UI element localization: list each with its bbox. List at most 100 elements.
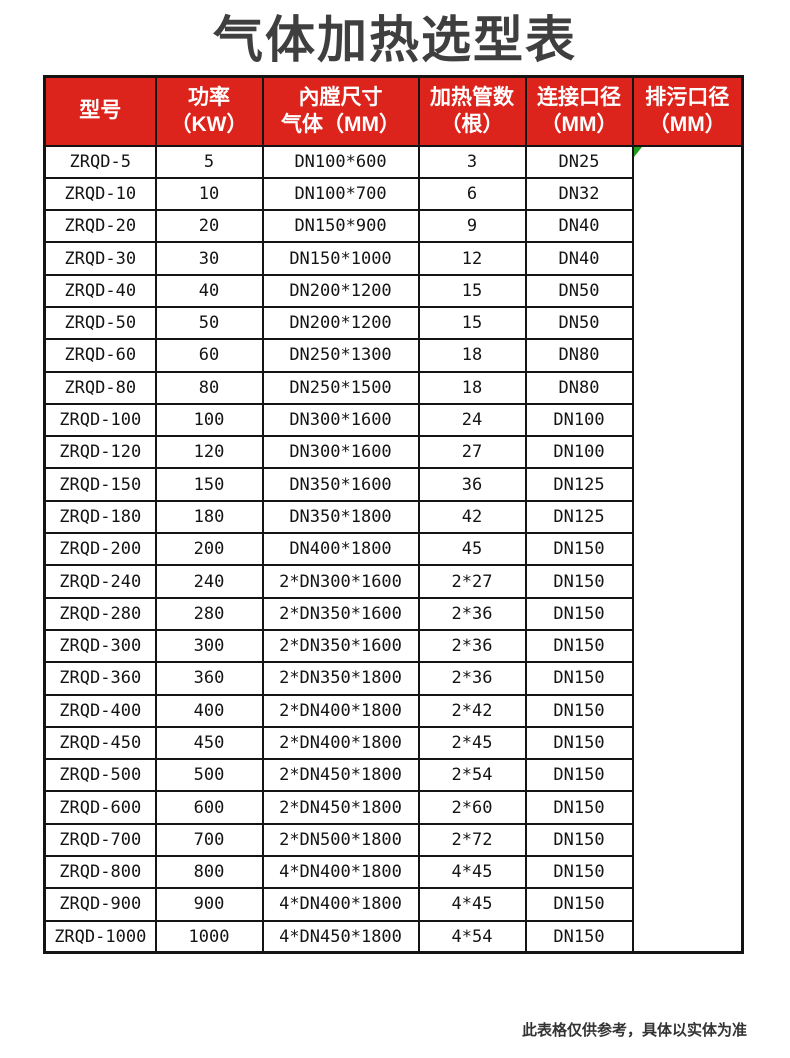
table-cell: 2*72: [417, 822, 527, 858]
table-row: ZRQD-200 200 DN400*1800 45 DN150: [43, 532, 743, 567]
table-cell: ZRQD-180: [43, 499, 157, 535]
table-cell: ZRQD-240: [43, 564, 157, 599]
page-title: 气体加热选型表: [213, 12, 577, 68]
table-header: 型号 功率 （KW） 內膛尺寸 气体（MM） 加热管数 （根） 连接口径 （MM） 排污口径 （MM…: [43, 75, 744, 147]
table-cell: 4*DN400*1800: [261, 855, 420, 890]
spec-table: 型号 功率 （KW） 內膛尺寸 气体（MM） 加热管数 （根） 连接口径 （MM） 排污口径 （MM…: [43, 75, 744, 955]
table-cell: DN100*700: [261, 176, 420, 212]
table-cell: 2*54: [417, 758, 527, 793]
table-cell: DN250*1300: [261, 338, 420, 373]
table-cell: ZRQD-40: [43, 273, 157, 308]
footnote: 此表格仅供参考，具体以实体为准: [521, 1022, 747, 1039]
table-cell: ZRQD-600: [43, 790, 157, 825]
table-cell: DN80: [524, 370, 634, 405]
table-row: ZRQD-900 900 4*DN400*1800 4*45 DN150: [43, 887, 743, 922]
table-cell: 200: [154, 532, 264, 567]
table-cell: 12: [417, 241, 527, 276]
table-row: ZRQD-180 180 DN350*1800 42 DN125: [43, 499, 743, 535]
table-cell: 5: [154, 144, 264, 179]
table-cell: 180: [154, 499, 264, 535]
table-cell: DN150: [524, 661, 634, 696]
table-cell: 120: [154, 435, 264, 470]
column-header-drain: 排污口径 （MM）: [631, 75, 744, 147]
table-cell: 6: [417, 176, 527, 212]
table-cell: DN150: [524, 822, 634, 858]
table-cell: DN350*1800: [261, 499, 420, 535]
table-cell: DN150*1000: [261, 241, 420, 276]
table-cell: ZRQD-150: [43, 467, 157, 502]
table-body: ZRQD-5 5 DN100*600 3 DN25 ZRQD-10 10 DN100*700 6…: [43, 144, 744, 954]
table-cell: 10: [154, 176, 264, 212]
table-cell: 2*60: [417, 790, 527, 825]
table-cell: 600: [154, 790, 264, 825]
cell-error-triangle-icon: [634, 147, 642, 157]
table-row: ZRQD-150 150 DN350*1600 36 DN125: [43, 467, 743, 502]
table-cell: 800: [154, 855, 264, 890]
table-cell: ZRQD-280: [43, 596, 157, 631]
table-cell: 4*54: [417, 919, 527, 954]
column-header-model: 型号: [43, 75, 157, 147]
table-cell: 450: [154, 725, 264, 761]
table-row: ZRQD-280 280 2*DN350*1600 2*36 DN150: [43, 596, 743, 631]
table-cell: 2*DN450*1800: [261, 758, 420, 793]
table-cell: ZRQD-800: [43, 855, 157, 890]
table-row: ZRQD-120 120 DN300*1600 27 DN100: [43, 435, 743, 470]
table-cell: DN150*900: [261, 209, 420, 244]
table-cell: ZRQD-200: [43, 532, 157, 567]
table-cell: 15: [417, 273, 527, 308]
table-row: ZRQD-40 40 DN200*1200 15 DN50: [43, 273, 743, 308]
drain-column-merged-cell: [631, 144, 744, 954]
column-header-connection: 连接口径 （MM）: [524, 75, 634, 147]
table-cell: 42: [417, 499, 527, 535]
table-cell: DN150: [524, 887, 634, 922]
table-row: ZRQD-100 100 DN300*1600 24 DN100: [43, 402, 743, 438]
table-cell: DN50: [524, 273, 634, 308]
table-cell: 2*DN350*1600: [261, 596, 420, 631]
table-row: ZRQD-50 50 DN200*1200 15 DN50: [43, 305, 743, 341]
table-cell: 2*DN450*1800: [261, 790, 420, 825]
column-header-tubes: 加热管数 （根）: [417, 75, 527, 147]
table-cell: 30: [154, 241, 264, 276]
table-cell: ZRQD-1000: [43, 919, 157, 954]
table-cell: DN150: [524, 790, 634, 825]
table-cell: DN80: [524, 338, 634, 373]
table-row: ZRQD-60 60 DN250*1300 18 DN80: [43, 338, 743, 373]
table-cell: 20: [154, 209, 264, 244]
table-cell: DN125: [524, 499, 634, 535]
table-cell: 2*DN350*1600: [261, 628, 420, 664]
table-cell: ZRQD-60: [43, 338, 157, 373]
table-cell: 150: [154, 467, 264, 502]
table-cell: DN400*1800: [261, 532, 420, 567]
table-cell: ZRQD-100: [43, 402, 157, 438]
table-cell: 2*27: [417, 564, 527, 599]
table-cell: ZRQD-10: [43, 176, 157, 212]
table-cell: 500: [154, 758, 264, 793]
table-cell: ZRQD-30: [43, 241, 157, 276]
table-cell: DN150: [524, 855, 634, 890]
table-cell: ZRQD-500: [43, 758, 157, 793]
table-row: ZRQD-360 360 2*DN350*1800 2*36 DN150: [43, 661, 743, 696]
table-cell: 80: [154, 370, 264, 405]
table-cell: 27: [417, 435, 527, 470]
table-cell: 2*DN400*1800: [261, 693, 420, 728]
table-row: ZRQD-5 5 DN100*600 3 DN25: [43, 144, 744, 954]
table-cell: DN150: [524, 628, 634, 664]
table-cell: 2*DN350*1800: [261, 661, 420, 696]
table-cell: 18: [417, 370, 527, 405]
table-cell: 300: [154, 628, 264, 664]
table-cell: 2*DN400*1800: [261, 725, 420, 761]
table-row: ZRQD-300 300 2*DN350*1600 2*36 DN150: [43, 628, 743, 664]
table-cell: 18: [417, 338, 527, 373]
table-cell: ZRQD-5: [43, 144, 157, 179]
table-row: ZRQD-600 600 2*DN450*1800 2*60 DN150: [43, 790, 743, 825]
table-cell: 4*45: [417, 855, 527, 890]
table-cell: DN25: [524, 144, 634, 179]
table-cell: DN32: [524, 176, 634, 212]
table-cell: DN40: [524, 241, 634, 276]
table-cell: ZRQD-400: [43, 693, 157, 728]
table-cell: DN150: [524, 693, 634, 728]
table-cell: 700: [154, 822, 264, 858]
table-cell: 360: [154, 661, 264, 696]
table-cell: 2*45: [417, 725, 527, 761]
table-cell: DN100*600: [261, 144, 420, 179]
